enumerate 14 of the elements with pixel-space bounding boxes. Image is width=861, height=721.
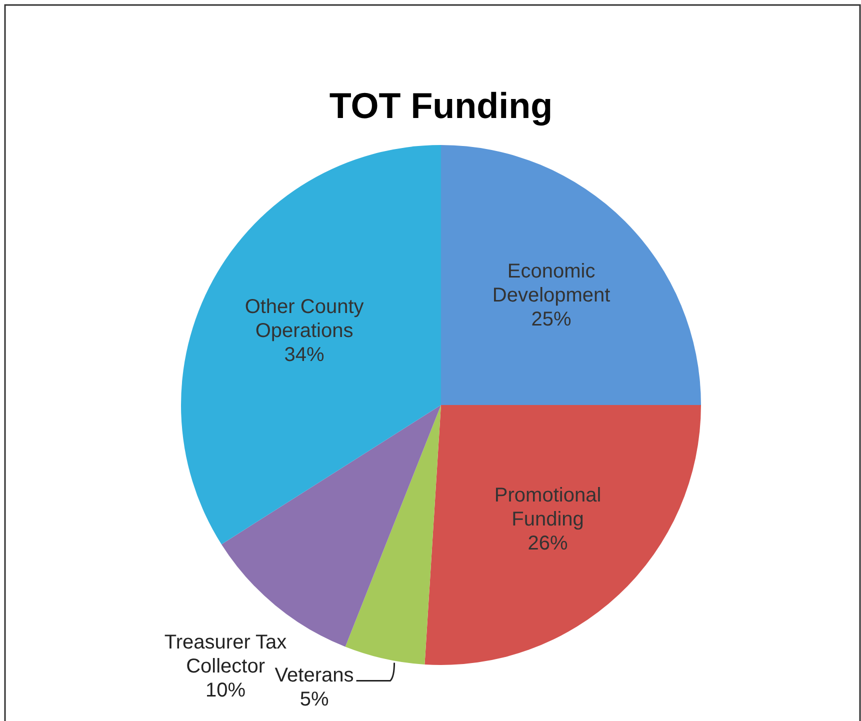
data-label: 26% (528, 532, 568, 555)
data-label: 5% (300, 688, 329, 711)
slice-label: Promotional Funding (494, 484, 602, 531)
pie-slice (441, 145, 701, 405)
pie-slice (182, 145, 441, 544)
data-label: 10% (206, 679, 246, 702)
data-label: 34% (284, 344, 325, 366)
pie-slice (424, 405, 701, 664)
slice-label: Other County Operations (244, 296, 364, 342)
slice-label: Veterans (274, 664, 354, 687)
data-label: 25% (531, 308, 572, 331)
pie-slice (345, 405, 441, 664)
slice-label: Economic Development (492, 260, 611, 307)
chart-title: TOT Funding (329, 85, 553, 126)
